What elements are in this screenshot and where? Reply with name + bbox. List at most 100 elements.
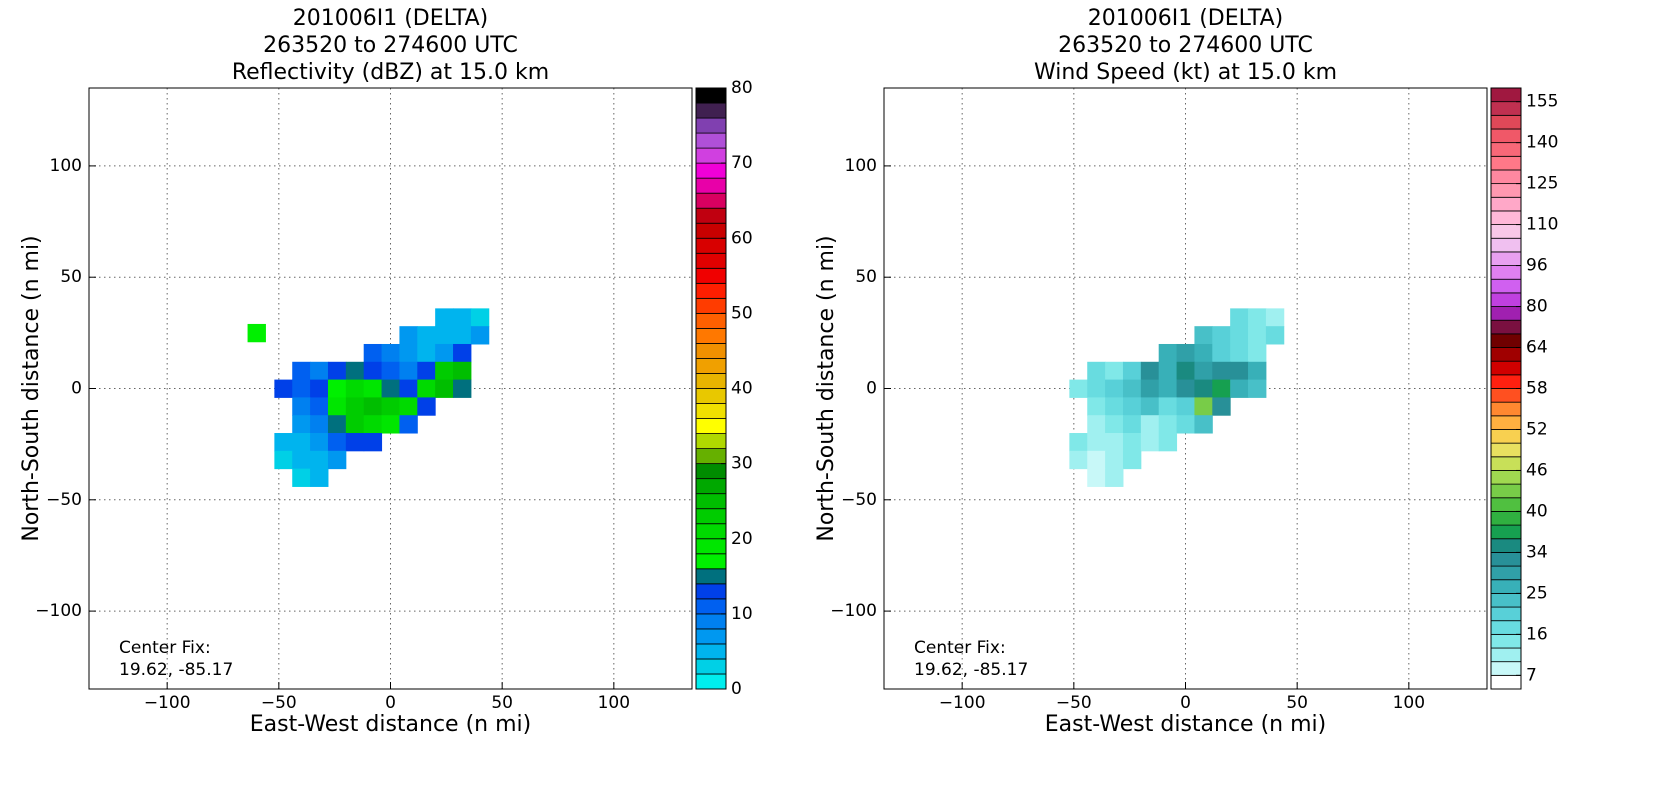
data-cell [381,343,400,363]
data-cell [1248,308,1267,327]
colorbar-box [695,132,727,149]
data-cell [453,379,472,398]
x-tick-label: 100 [598,693,630,713]
colorbar-box [1490,224,1522,239]
data-cell [292,361,311,381]
colorbar-box [1490,155,1522,171]
data-cell [310,433,329,452]
data-cell [327,397,347,416]
data-cell [1158,433,1178,452]
data-cell [1105,450,1124,470]
data-cell [1087,361,1106,381]
colorbar-box [1490,210,1522,225]
colorbar-tick-label: 20 [731,529,753,549]
colorbar-tick-label: 50 [731,303,753,323]
data-cell [417,343,436,363]
colorbar-tick-label: 110 [1526,215,1558,235]
colorbar-box [1490,265,1522,280]
colorbar-box [1490,592,1522,608]
data-cell [327,379,347,398]
data-cell [381,361,400,381]
data-cell [363,433,383,452]
colorbar-box [1490,401,1522,417]
data-cell [274,450,293,470]
colorbar-box [1490,647,1522,663]
data-cell [292,450,311,470]
colorbar-box [695,478,727,495]
colorbar-box [695,403,727,419]
data-cell [1230,343,1249,363]
colorbar-box [1490,278,1522,294]
data-cell [1158,397,1178,416]
data-cell [1122,450,1142,470]
colorbar-box [1490,114,1522,130]
data-cell [292,379,311,398]
colorbar-box [1490,142,1522,157]
data-cell [1248,379,1267,398]
colorbar-box [1490,128,1522,144]
colorbar-box [695,643,727,660]
colorbar-box [1490,538,1522,553]
data-cell [1212,343,1231,363]
plot-frame [88,87,693,690]
x-tick-label: 0 [1180,693,1191,713]
data-cell [1105,468,1124,487]
data-cell [399,397,418,416]
colorbar-box [695,538,727,555]
data-cell [1158,343,1178,363]
data-cell [1176,397,1195,416]
data-cell [363,379,383,398]
colorbar-box [695,448,727,465]
chart-title: 263520 to 274600 UTC [263,33,518,58]
x-axis-label: East-West distance (n mi) [1045,712,1326,737]
data-cell [292,415,311,434]
data-cell [1087,433,1106,452]
colorbar-box [1490,388,1522,403]
colorbar-box [695,463,727,480]
data-cell [453,343,472,363]
data-cell [381,415,400,434]
y-tick-label: 0 [866,379,877,399]
colorbar-tick-label: 46 [1526,460,1548,480]
data-cell [345,415,365,434]
x-tick-label: 50 [491,693,513,713]
y-tick-label: 50 [60,267,82,287]
data-cell [310,468,329,487]
colorbar-box [695,177,727,194]
data-cell [1140,433,1160,452]
colorbar-box [1490,251,1522,266]
data-cell [417,397,436,416]
data-cell [327,433,347,452]
chart-title: 263520 to 274600 UTC [1058,33,1313,58]
colorbar-box [695,508,727,525]
data-cell [1212,326,1231,345]
data-cell [1176,343,1195,363]
data-cell [1105,433,1124,452]
colorbar-box [695,207,727,224]
colorbar-box [1490,524,1522,540]
data-cell [1176,415,1195,434]
colorbar-box [695,418,727,434]
colorbar-box [1490,456,1522,471]
data-cell [327,450,347,470]
colorbar-box [695,613,727,630]
colorbar-tick-label: 140 [1526,133,1558,153]
colorbar-box [1490,101,1522,116]
x-axis-label: East-West distance (n mi) [250,712,531,737]
colorbar-box [695,222,727,239]
data-cell [292,468,311,487]
data-cell [1069,379,1088,398]
data-cell [310,415,329,434]
y-axis-label: North-South distance (n mi) [814,235,839,541]
colorbar-box [1490,606,1522,622]
colorbar-box [1490,429,1522,444]
data-cell [435,361,454,381]
colorbar-box [695,147,727,164]
data-cell [1087,450,1106,470]
colorbar-box [695,493,727,510]
colorbar-box [1490,674,1522,690]
data-cell [292,397,311,416]
colorbar-box [1490,292,1522,307]
data-cell [345,397,365,416]
